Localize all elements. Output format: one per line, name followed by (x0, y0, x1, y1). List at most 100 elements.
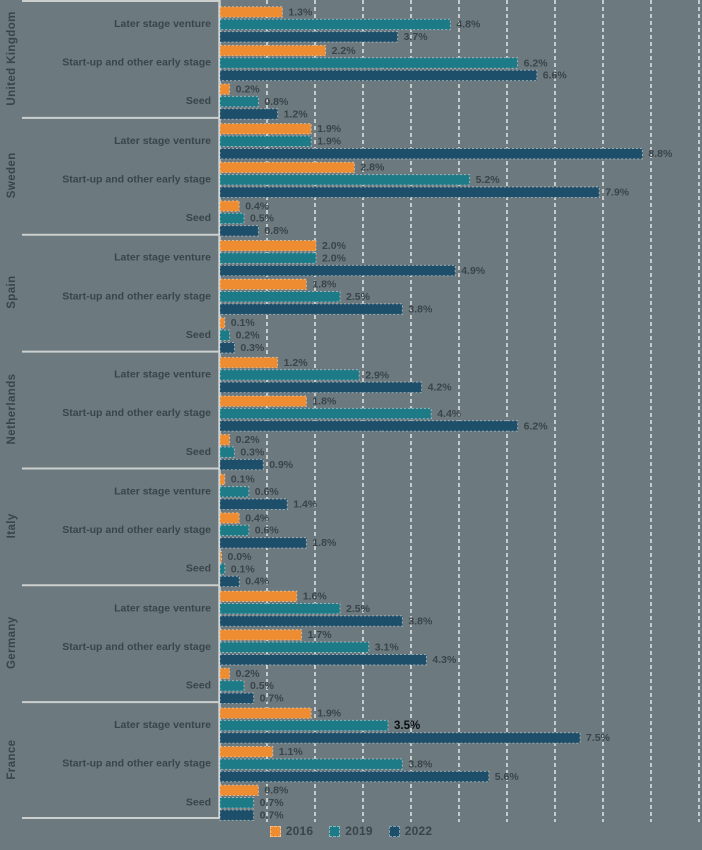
chart-legend: 2016 2019 2022 (0, 824, 702, 838)
category-label: Later stage venture (114, 719, 211, 731)
bar-2022 (219, 498, 288, 510)
value-label: 2.0% (322, 240, 347, 252)
country-group-label: Sweden (6, 152, 18, 198)
value-label: 5.2% (476, 174, 501, 186)
value-label: 0.1% (231, 474, 256, 486)
bar-2022 (219, 654, 427, 666)
bar-2016 (219, 123, 312, 135)
chart-plot-area: United Kingdom Later stage venture 1.3% 4.8… (6, 0, 700, 822)
category-label: Start-up and other early stage (62, 57, 211, 69)
value-label: 0.4% (245, 512, 270, 524)
bar-2022 (219, 537, 307, 549)
bar-2016 (219, 317, 226, 329)
bar-2022 (219, 147, 643, 160)
value-label: 0.3% (240, 342, 265, 354)
value-label: 1.9% (317, 123, 342, 135)
value-label: 2.8% (360, 162, 385, 174)
value-label: 1.2% (284, 108, 309, 120)
value-label: 1.7% (308, 629, 333, 641)
category-label: Later stage venture (114, 485, 211, 497)
value-label: 6.2% (524, 420, 549, 432)
bar-2019 (219, 407, 432, 420)
bar-2022 (219, 458, 264, 471)
value-label: 1.9% (317, 136, 342, 148)
bar-2022 (219, 108, 279, 120)
bar-2022 (219, 381, 423, 394)
value-label: 0.7% (260, 693, 285, 705)
category-label: Start-up and other early stage (62, 641, 211, 653)
value-label: 1.3% (288, 6, 313, 18)
bar-2016 (219, 512, 240, 524)
bar-2022 (219, 303, 403, 315)
value-label: 0.1% (231, 317, 256, 329)
value-label: 2.9% (365, 369, 390, 381)
bar-2019 (219, 369, 360, 381)
value-label: 1.1% (279, 746, 304, 758)
bar-2016 (219, 434, 231, 446)
value-label: 0.7% (260, 797, 285, 809)
value-label: 2.5% (346, 603, 371, 615)
value-label: 6.2% (524, 57, 549, 69)
value-label: 2.2% (332, 45, 357, 57)
category-label: Seed (186, 95, 211, 107)
value-label: 0.6% (255, 486, 280, 498)
bar-2022 (219, 264, 456, 277)
category-label: Seed (186, 446, 211, 458)
value-label: 1.8% (312, 279, 337, 291)
value-label: 0.9% (269, 459, 294, 471)
value-label: 4.8% (456, 19, 481, 31)
bar-2022 (219, 770, 490, 783)
bar-2019 (219, 603, 341, 615)
value-label: 0.2% (236, 330, 261, 342)
value-label: 1.2% (284, 357, 309, 369)
value-label: 0.2% (236, 434, 261, 446)
bar-2016 (219, 395, 307, 407)
category-label: Start-up and other early stage (62, 173, 211, 185)
value-label: 1.6% (303, 591, 328, 603)
bar-2016 (219, 161, 355, 174)
bar-2022 (219, 732, 581, 744)
value-label: 0.5% (250, 680, 275, 692)
legend-label-2016: 2016 (285, 824, 314, 838)
bar-2019 (219, 680, 245, 692)
bar-2016 (219, 6, 283, 18)
country-group-label: Spain (6, 275, 18, 308)
bar-2022 (219, 186, 600, 198)
bar-2016 (219, 473, 226, 486)
bar-2016 (219, 240, 317, 252)
bar-2022 (219, 225, 259, 237)
bar-2016 (219, 356, 279, 369)
bar-2022 (219, 342, 235, 354)
bar-2022 (219, 615, 403, 627)
category-label: Later stage venture (114, 18, 211, 30)
value-label: 0.7% (260, 809, 285, 821)
chart-canvas: United Kingdom Later stage venture 1.3% 4.8… (6, 0, 700, 822)
value-label: 4.2% (428, 382, 453, 394)
value-label: 0.6% (255, 525, 280, 537)
bar-2019 (219, 18, 451, 31)
bar-2016 (219, 707, 312, 719)
value-label: 5.6% (495, 771, 520, 783)
value-label: 4.4% (437, 408, 462, 420)
value-label: 6.6% (543, 70, 568, 82)
bar-2019 (219, 446, 235, 458)
value-label: 2.5% (346, 291, 371, 303)
value-label: 4.3% (432, 654, 457, 666)
value-label: 3.8% (408, 303, 433, 315)
category-label: Seed (186, 212, 211, 224)
bar-2019 (219, 95, 259, 108)
value-label: 4.9% (461, 265, 486, 277)
value-label: 3.8% (408, 758, 433, 770)
category-label: Later stage venture (114, 252, 211, 264)
bar-2016 (219, 784, 259, 797)
bar-2019 (219, 212, 245, 225)
value-label: 1.8% (312, 395, 337, 407)
value-label: 0.0% (228, 551, 253, 563)
value-label: 0.2% (236, 668, 261, 680)
bar-2022 (219, 69, 538, 82)
category-label: Start-up and other early stage (62, 290, 211, 302)
legend-swatch-2016 (269, 825, 281, 837)
bar-2016 (219, 590, 298, 602)
bar-2016 (219, 667, 231, 680)
